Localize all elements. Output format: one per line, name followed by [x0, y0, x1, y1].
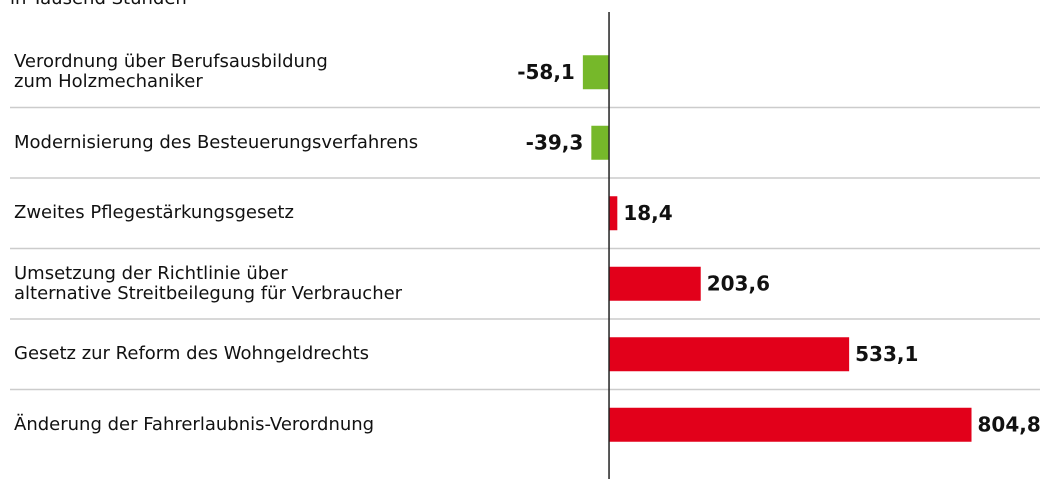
value-label: 533,1: [855, 342, 918, 366]
category-label: Gesetz zur Reform des Wohngeldrechts: [14, 343, 370, 365]
category-label: Änderung der Fahrerlaubnis-Verordnung: [14, 413, 375, 435]
category-label: Modernisierung des Besteuerungsverfahren…: [14, 131, 419, 153]
category-label: Verordnung über Berufsausbildung zum Hol…: [14, 51, 328, 93]
bar: [582, 55, 610, 90]
bar: [609, 337, 850, 372]
value-label: 804,8: [978, 412, 1041, 436]
subtitle: in Tausend Stunden: [10, 0, 187, 9]
value-label: 203,6: [707, 271, 770, 295]
value-label: -39,3: [526, 130, 584, 154]
bar: [609, 196, 618, 231]
value-label: -58,1: [517, 60, 575, 84]
value-label: 18,4: [623, 201, 672, 225]
bar: [609, 407, 972, 442]
category-label: Zweites Pflegestärkungsgesetz: [14, 202, 294, 224]
bar: [591, 125, 610, 160]
bar: [609, 266, 701, 301]
category-label: Umsetzung der Richtlinie über alternativ…: [14, 262, 403, 304]
